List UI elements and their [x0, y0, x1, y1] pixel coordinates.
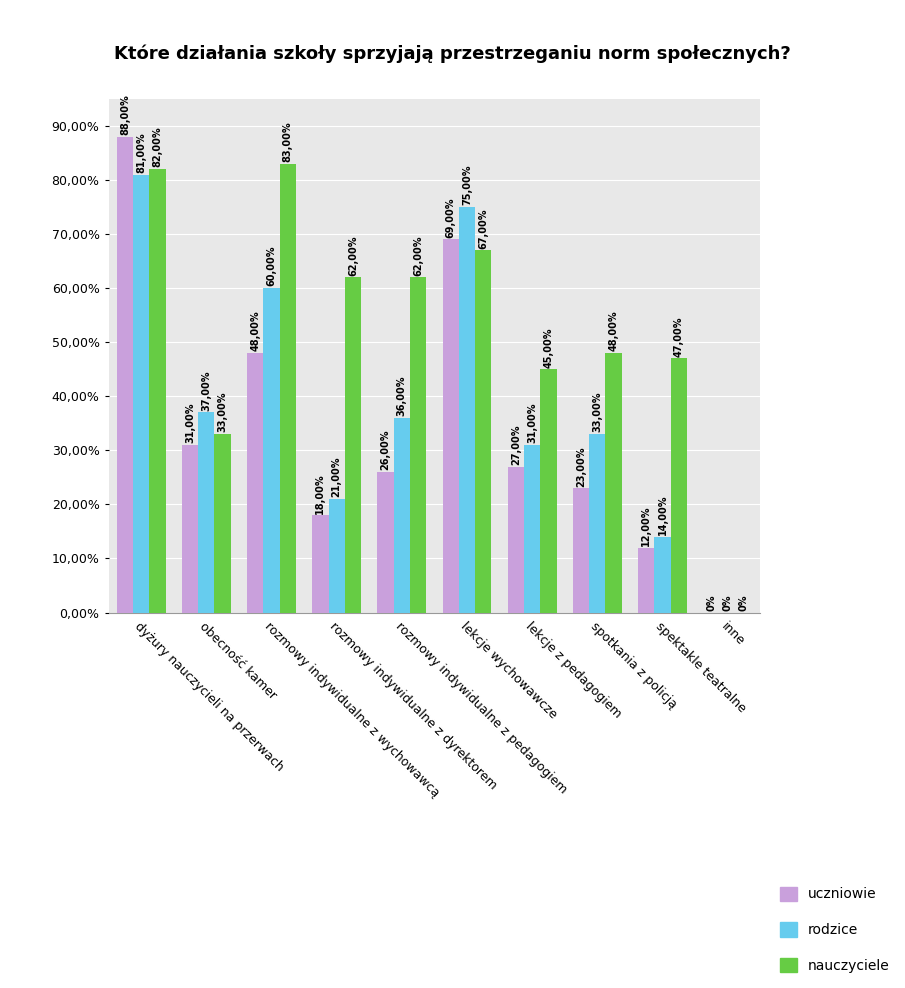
Bar	[654, 536, 671, 613]
Text: 12,00%: 12,00%	[641, 506, 652, 546]
Text: 37,00%: 37,00%	[201, 370, 212, 411]
Text: 82,00%: 82,00%	[152, 126, 163, 168]
Text: 62,00%: 62,00%	[413, 235, 424, 276]
Bar	[149, 169, 166, 613]
Text: 47,00%: 47,00%	[673, 316, 684, 357]
Text: 33,00%: 33,00%	[592, 392, 603, 433]
Bar	[329, 499, 345, 613]
Bar	[605, 353, 622, 613]
Bar	[671, 359, 687, 613]
Text: 36,00%: 36,00%	[396, 375, 407, 416]
Text: 60,00%: 60,00%	[266, 246, 277, 287]
Text: 31,00%: 31,00%	[185, 403, 195, 444]
Bar	[280, 164, 296, 613]
Bar	[198, 412, 214, 613]
Bar	[312, 515, 329, 613]
Text: 48,00%: 48,00%	[250, 311, 261, 352]
Text: 75,00%: 75,00%	[462, 165, 472, 206]
Bar	[214, 434, 231, 613]
Text: 31,00%: 31,00%	[527, 403, 538, 444]
Text: 0%: 0%	[722, 595, 733, 611]
Text: 18,00%: 18,00%	[315, 473, 326, 514]
Bar	[475, 250, 491, 613]
Text: 88,00%: 88,00%	[119, 94, 130, 135]
Bar	[638, 547, 654, 613]
Bar	[133, 175, 149, 613]
Bar	[508, 466, 524, 613]
Bar	[394, 418, 410, 613]
Bar	[443, 239, 459, 613]
Text: 27,00%: 27,00%	[510, 425, 521, 465]
Bar	[117, 136, 133, 613]
Text: 83,00%: 83,00%	[282, 122, 293, 162]
Bar	[459, 206, 475, 613]
Text: 67,00%: 67,00%	[478, 208, 489, 249]
Bar	[524, 445, 540, 613]
Text: 33,00%: 33,00%	[217, 392, 228, 433]
Legend: uczniowie, rodzice, nauczyciele: uczniowie, rodzice, nauczyciele	[780, 886, 890, 973]
Text: 14,00%: 14,00%	[657, 495, 668, 535]
Bar	[540, 370, 557, 613]
Text: 0%: 0%	[706, 595, 717, 611]
Bar	[410, 278, 426, 613]
Bar	[345, 278, 361, 613]
Text: 23,00%: 23,00%	[576, 446, 586, 486]
Bar	[182, 445, 198, 613]
Text: 0%: 0%	[738, 595, 749, 611]
Text: 62,00%: 62,00%	[348, 235, 358, 276]
Text: 26,00%: 26,00%	[380, 430, 391, 470]
Text: 81,00%: 81,00%	[136, 132, 147, 173]
Bar	[263, 288, 280, 613]
Bar	[589, 434, 605, 613]
Text: 48,00%: 48,00%	[608, 311, 619, 352]
Bar	[377, 472, 394, 613]
Bar	[247, 353, 263, 613]
Text: 45,00%: 45,00%	[543, 327, 554, 368]
Text: 21,00%: 21,00%	[331, 456, 342, 497]
Text: 69,00%: 69,00%	[445, 198, 456, 238]
Bar	[573, 488, 589, 613]
Text: Które działania szkoły sprzyjają przestrzeganiu norm społecznych?: Które działania szkoły sprzyjają przestr…	[114, 44, 791, 63]
